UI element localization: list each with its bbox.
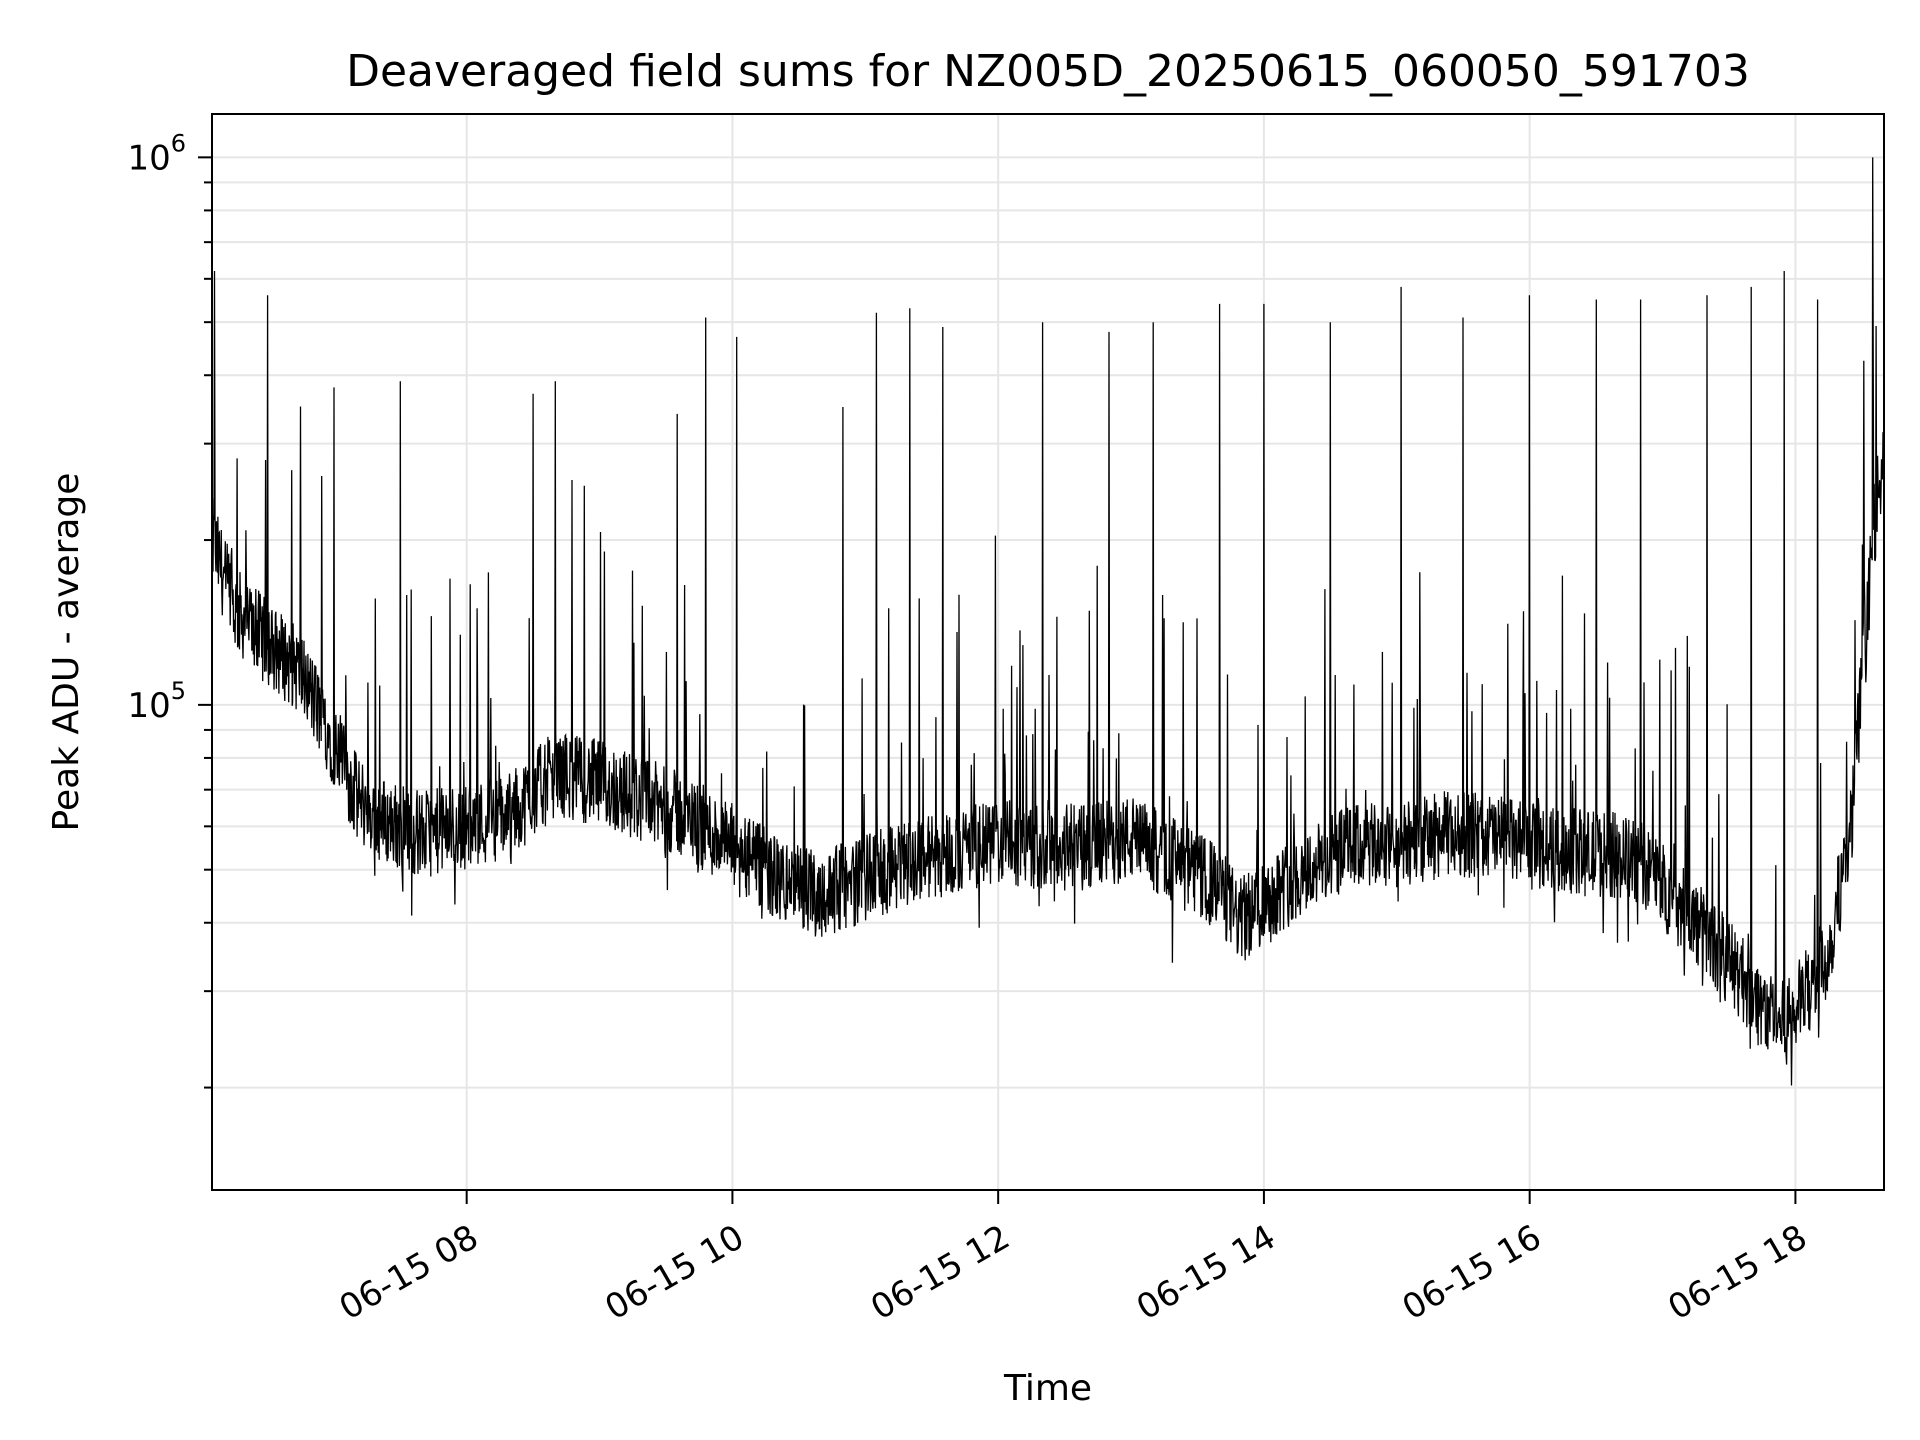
x-tick-label: 06-15 18 [1662,1217,1814,1328]
chart-title: Deaveraged field sums for NZ005D_2025061… [346,46,1750,97]
x-tick-label: 06-15 14 [1130,1217,1282,1328]
x-tick-label: 06-15 10 [599,1217,751,1328]
y-tick-label: 106 [127,129,186,178]
y-tick-label: 105 [127,677,186,726]
x-tick-label: 06-15 08 [333,1217,485,1328]
x-tick-label: 06-15 16 [1396,1217,1548,1328]
grid-layer [212,114,1884,1190]
y-axis-label: Peak ADU - average [46,473,87,832]
series-line [211,157,1885,1086]
x-tick-label: 06-15 12 [864,1217,1016,1328]
plot-frame [211,113,1885,1191]
series-layer [211,157,1885,1086]
x-axis-label: Time [1003,1368,1092,1409]
